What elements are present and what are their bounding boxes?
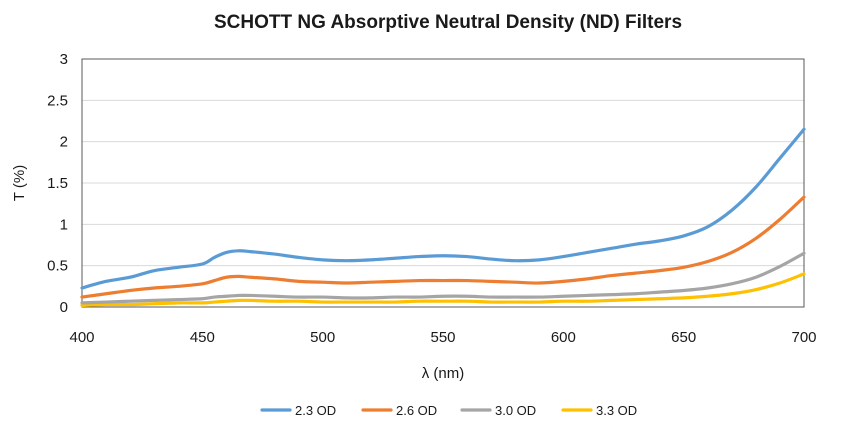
plot-area-frame — [81, 58, 805, 308]
x-tick-label: 550 — [430, 329, 455, 346]
legend-item: 2.3 OD — [260, 403, 336, 418]
y-axis-label: T (%) — [11, 165, 28, 201]
x-tick-label: 400 — [69, 329, 94, 346]
x-tick-label: 600 — [551, 329, 576, 346]
x-tick-label: 700 — [791, 329, 816, 346]
series-line-3-0-od — [80, 251, 806, 305]
x-axis-ticks: 400 450 500 550 600 650 700 — [69, 329, 816, 346]
x-axis-label: λ (nm) — [422, 365, 465, 382]
chart-title: SCHOTT NG Absorptive Neutral Density (ND… — [214, 12, 682, 33]
legend-item: 2.6 OD — [361, 403, 437, 418]
series-line-3-3-od — [80, 272, 806, 307]
y-tick-label: 2.5 — [47, 92, 68, 109]
x-tick-label: 500 — [310, 329, 335, 346]
gridlines — [82, 58, 804, 267]
legend-label: 2.3 OD — [295, 403, 336, 418]
y-tick-label: 0 — [60, 299, 68, 316]
legend: 2.3 OD 2.6 OD 3.0 OD 3.3 OD — [260, 403, 637, 418]
legend-label: 2.6 OD — [396, 403, 437, 418]
legend-label: 3.0 OD — [495, 403, 536, 418]
legend-item: 3.3 OD — [561, 403, 637, 418]
series-lines — [80, 127, 806, 307]
y-tick-label: 1 — [60, 216, 68, 233]
series-line-2-3-od — [80, 127, 806, 290]
y-tick-label: 0.5 — [47, 258, 68, 275]
legend-item: 3.0 OD — [460, 403, 536, 418]
series-line-2-6-od — [80, 195, 806, 299]
y-tick-label: 2 — [60, 134, 68, 151]
y-tick-label: 1.5 — [47, 175, 68, 192]
y-axis-ticks: 0 0.5 1 1.5 2 2.5 3 — [47, 51, 68, 316]
legend-label: 3.3 OD — [596, 403, 637, 418]
x-tick-label: 450 — [190, 329, 215, 346]
y-tick-label: 3 — [60, 51, 68, 68]
x-tick-label: 650 — [671, 329, 696, 346]
